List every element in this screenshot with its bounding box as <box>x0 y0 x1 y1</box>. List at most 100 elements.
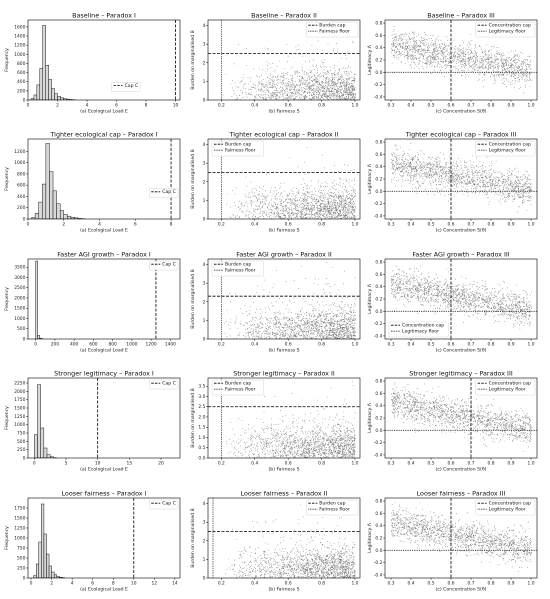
scatter-points <box>391 265 532 330</box>
y-axis-label: Burden on marginalised B <box>190 269 196 328</box>
y-tick-label: 1000 <box>14 52 25 58</box>
y-tick-label: 1 <box>203 318 206 324</box>
y-tick-label: 800 <box>17 171 26 177</box>
plot-area <box>226 147 356 219</box>
y-tick-label: 0.8 <box>375 499 382 505</box>
y-tick-label: 4 <box>203 23 206 29</box>
histogram-bar <box>33 94 38 100</box>
legend-label: Legitimacy floor <box>489 148 526 154</box>
x-axis-label: (c) Concentration S(θ) <box>436 228 487 234</box>
y-tick-label: 0 <box>23 337 26 343</box>
y-tick-label: 0 <box>23 576 26 582</box>
x-tick-label: 6 <box>91 581 94 587</box>
plot-area <box>225 504 356 578</box>
y-tick-label: -0.2 <box>374 201 383 207</box>
x-tick-label: 0.5 <box>428 103 435 109</box>
y-tick-label: 0 <box>23 456 26 462</box>
x-tick-label: 0 <box>30 581 33 587</box>
x-axis-label: (a) Ecological Load E <box>80 467 128 473</box>
plot-area <box>35 260 44 339</box>
axes-frame <box>207 258 361 340</box>
x-tick-label: 0.7 <box>468 461 475 467</box>
x-tick-label: 0.3 <box>388 103 395 109</box>
y-tick-label: 0 <box>203 576 206 582</box>
x-tick-label: 0.3 <box>388 581 395 587</box>
x-axis-label: (a) Ecological Load E <box>80 587 128 593</box>
scatter-points <box>391 382 532 452</box>
chart-title: Tighter ecological cap – Paradox III <box>405 131 517 139</box>
y-axis-label: Frequency <box>4 526 10 550</box>
y-tick-label: 2000 <box>14 389 25 395</box>
x-tick-label: 0.5 <box>428 461 435 467</box>
y-tick-label: 500 <box>17 556 26 562</box>
legend-label: Concentration cap <box>489 501 531 507</box>
x-tick-label: 0.4 <box>251 461 258 467</box>
y-tick-label: 3 <box>203 161 206 167</box>
y-tick-label: 200 <box>17 88 26 94</box>
y-tick-label: 500 <box>17 439 26 445</box>
subplot-15: Looser fairness – Paradox III 0.3 0.4 0.5 0.… <box>367 490 538 593</box>
chart-title: Baseline – Paradox I <box>72 12 136 20</box>
subplot-3: Baseline – Paradox III 0.3 0.4 0.5 0.6 0.7 0.8… <box>367 12 538 115</box>
legend-label: Fairness floor <box>225 268 256 274</box>
x-tick-label: 0 <box>27 103 30 109</box>
legend: Cap C <box>149 499 179 510</box>
x-axis-label: (a) Ecological Load E <box>80 228 128 234</box>
chart-title: Looser fairness – Paradox III <box>417 490 506 498</box>
legend-label: Fairness floor <box>225 387 256 393</box>
y-tick-label: 0.4 <box>375 284 382 290</box>
x-tick-label: 10 <box>173 103 179 109</box>
x-tick-label: 0.9 <box>508 342 515 348</box>
axes-frame <box>207 377 361 459</box>
chart-title: Stronger legitimacy – Paradox I <box>54 370 154 378</box>
x-tick-label: 20 <box>158 461 164 467</box>
legend-label: Legitimacy floor <box>489 507 526 513</box>
axes-frame <box>207 138 361 220</box>
x-axis-label: (b) Fairness S <box>269 228 300 234</box>
histogram-bar <box>35 260 38 339</box>
legend-label: Burden cap <box>225 381 251 387</box>
y-tick-label: 1000 <box>14 422 25 428</box>
x-tick-label: 0.5 <box>428 222 435 228</box>
y-tick-label: 0.2 <box>375 177 382 183</box>
histogram-bar <box>53 574 57 578</box>
y-tick-label: 0 <box>203 98 206 104</box>
x-tick-label: 0.4 <box>408 222 415 228</box>
histogram-bar <box>63 214 68 219</box>
x-tick-label: 0.4 <box>408 581 415 587</box>
y-tick-label: 3000 <box>14 275 25 281</box>
histogram-bar <box>67 215 72 219</box>
x-tick-label: 800 <box>108 342 117 348</box>
x-tick-label: 0.2 <box>218 342 225 348</box>
x-tick-label: 0.7 <box>468 581 475 587</box>
plot-area <box>391 502 532 572</box>
y-tick-label: 4 <box>203 501 206 507</box>
histogram-bar <box>43 447 48 458</box>
y-tick-label: 600 <box>17 183 26 189</box>
y-tick-label: 500 <box>17 326 26 332</box>
plot-area <box>31 143 86 219</box>
x-tick-label: 0.8 <box>318 581 325 587</box>
y-tick-label: 2.5 <box>198 404 205 410</box>
legend-label: Fairness floor <box>225 148 256 154</box>
histogram-bar <box>54 93 58 100</box>
legend-label: Cap C <box>125 83 139 89</box>
y-tick-label: 0.4 <box>375 164 382 170</box>
histogram-bar <box>35 563 40 578</box>
histogram-bar <box>43 533 47 578</box>
plot-area <box>391 143 532 213</box>
legend-label: Burden cap <box>319 23 345 29</box>
y-tick-label: 1200 <box>14 43 25 49</box>
axes-frame <box>207 497 361 579</box>
histogram-bar <box>41 503 45 578</box>
histogram-bar <box>48 79 52 100</box>
x-tick-label: 0.6 <box>285 342 292 348</box>
chart-title: Baseline – Paradox II <box>251 12 317 20</box>
x-tick-label: 0.5 <box>428 342 435 348</box>
y-tick-label: -0.4 <box>374 572 383 578</box>
y-tick-label: 750 <box>17 546 26 552</box>
histogram-bar <box>34 434 38 458</box>
